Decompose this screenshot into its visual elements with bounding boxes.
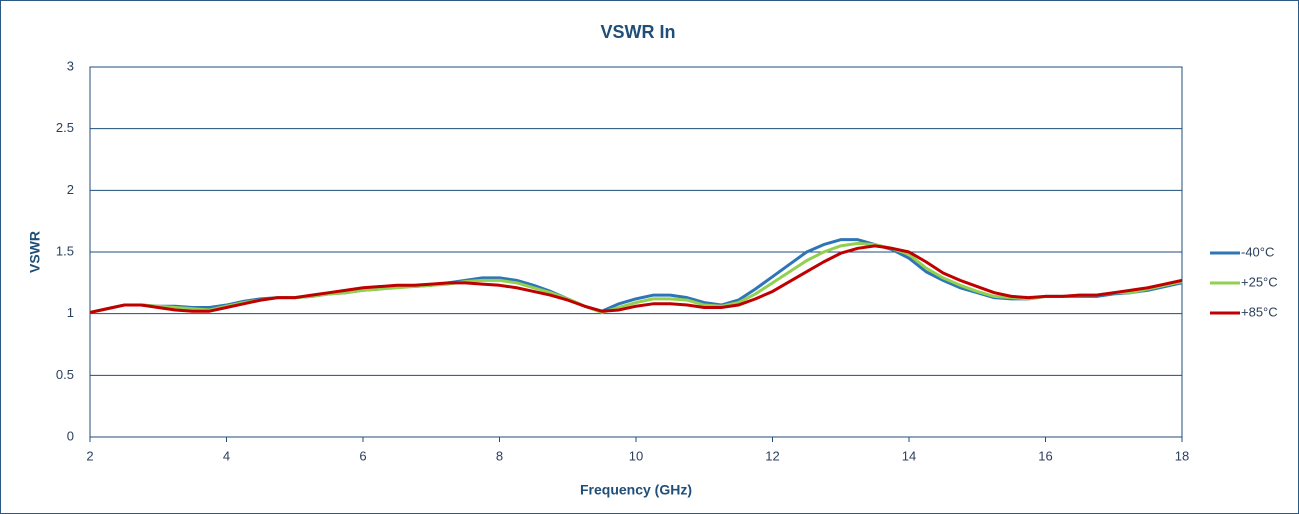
x-tick-label: 12	[765, 448, 779, 463]
x-axis-label: Frequency (GHz)	[580, 482, 692, 498]
x-tick-label: 4	[223, 448, 230, 463]
y-tick-label: 3	[67, 58, 74, 73]
legend-label: +85°C	[1241, 304, 1278, 319]
y-tick-label: 2	[67, 182, 74, 197]
chart-title: VSWR In	[601, 22, 676, 42]
y-axis-label: VSWR	[27, 231, 43, 273]
y-tick-label: 1	[67, 305, 74, 320]
x-tick-label: 14	[902, 448, 916, 463]
x-tick-label: 2	[86, 448, 93, 463]
x-tick-label: 8	[496, 448, 503, 463]
x-tick-label: 16	[1038, 448, 1052, 463]
series-line	[89, 244, 1183, 314]
x-tick-label: 10	[629, 448, 643, 463]
y-tick-label: 0	[67, 428, 74, 443]
legend-label: +25°C	[1241, 274, 1278, 289]
y-tick-label: 0.5	[56, 367, 74, 382]
y-tick-label: 1.5	[56, 243, 74, 258]
y-tick-label: 2.5	[56, 120, 74, 135]
x-tick-label: 6	[359, 448, 366, 463]
legend-label: -40°C	[1241, 244, 1274, 259]
x-tick-label: 18	[1175, 448, 1189, 463]
